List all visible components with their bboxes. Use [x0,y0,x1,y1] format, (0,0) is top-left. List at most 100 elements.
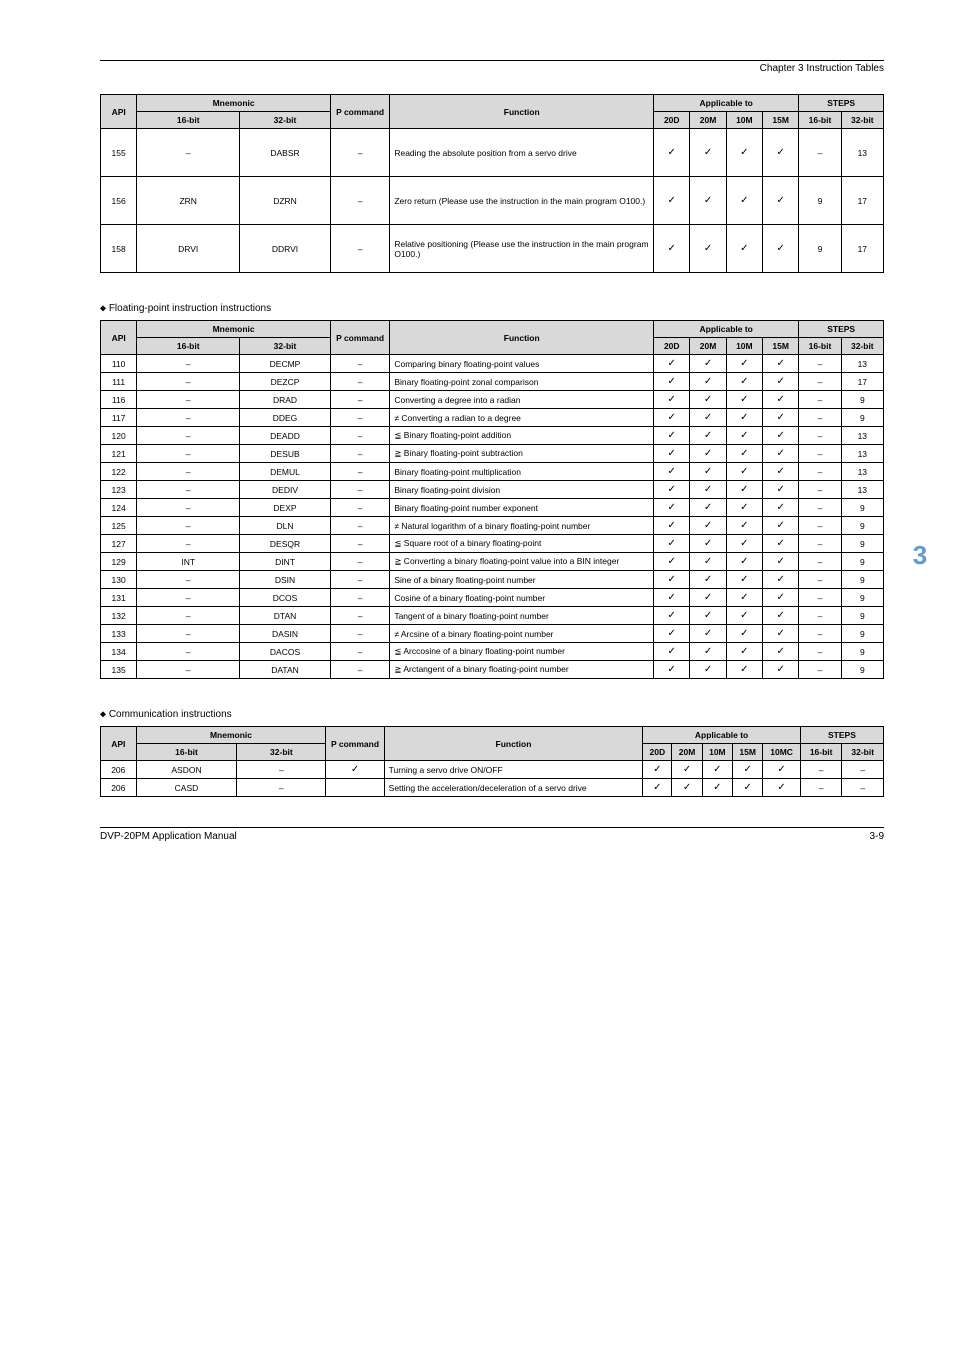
table-cell: ✓ [762,571,798,589]
table-cell: 13 [841,445,883,463]
table-cell: – [330,373,389,391]
table-cell: – [330,355,389,373]
table-cell: 9 [841,625,883,643]
table-cell: DEDIV [240,481,331,499]
table-cell: 9 [799,177,841,225]
table-cell: 121 [101,445,137,463]
table-cell: 125 [101,517,137,535]
table-cell: 9 [841,553,883,571]
table-cell: Setting the acceleration/deceleration of… [384,779,643,797]
table-cell: ✓ [690,225,726,273]
table-cell: 206 [101,779,137,797]
table-cell: ✓ [726,391,762,409]
table-cell: 134 [101,643,137,661]
table-cell: – [799,373,841,391]
table-cell: ✓ [762,661,798,679]
table-cell: ✓ [654,499,690,517]
table-cell: – [330,589,389,607]
table-cell: ≦ Arccosine of a binary floating-point n… [390,643,654,661]
table-cell: 158 [101,225,137,273]
table-cell: – [137,391,240,409]
table-cell: ✓ [733,761,763,779]
table-cell: – [330,481,389,499]
table-cell: Binary floating-point zonal comparison [390,373,654,391]
table-cell: 17 [841,373,883,391]
table-row: 133–DASIN–≠ Arcsine of a binary floating… [101,625,884,643]
table-cell: ✓ [690,661,726,679]
table-cell: – [137,517,240,535]
table-cell: ✓ [690,409,726,427]
table-cell: Binary floating-point multiplication [390,463,654,481]
table-cell: DRVI [137,225,240,273]
table-cell: – [330,391,389,409]
table-cell: – [799,517,841,535]
table-cell: 9 [841,391,883,409]
table-cell: ✓ [690,535,726,553]
table-cell: ✓ [762,553,798,571]
table-cell: INT [137,553,240,571]
table-row: 130–DSIN–Sine of a binary floating-point… [101,571,884,589]
table-cell: ✓ [654,517,690,535]
table-cell: – [137,607,240,625]
table-cell: ✓ [672,779,702,797]
table-row: 127–DESQR–≦ Square root of a binary floa… [101,535,884,553]
table-cell: ✓ [690,355,726,373]
table-cell: ✓ [654,481,690,499]
table-row: 134–DACOS–≦ Arccosine of a binary floati… [101,643,884,661]
table-cell: ✓ [726,553,762,571]
table-cell: – [800,779,842,797]
th-pcmd: P command [330,95,389,129]
table-cell: – [137,463,240,481]
table-cell: ✓ [690,391,726,409]
table-cell: ✓ [654,661,690,679]
th-32bit: 32-bit [240,112,331,129]
table-cell: – [799,589,841,607]
table-cell: – [137,499,240,517]
table-cell: – [799,355,841,373]
table-cell: ✓ [690,589,726,607]
table-cell: ✓ [702,761,732,779]
table-cell: – [137,129,240,177]
table-cell: ✓ [702,779,732,797]
table-row: 135–DATAN–≧ Arctangent of a binary float… [101,661,884,679]
table-cell: ✓ [726,225,762,273]
table-cell: ✓ [726,589,762,607]
table-row: 121–DESUB–≧ Binary floating-point subtra… [101,445,884,463]
table-cell: – [799,499,841,517]
footer-left: DVP-20PM Application Manual [100,831,237,842]
table-cell: – [330,445,389,463]
table-cell: ✓ [690,571,726,589]
table-cell: ✓ [762,607,798,625]
table-cell: ✓ [654,589,690,607]
table-cell: 13 [841,463,883,481]
th-s32: 32-bit [841,112,883,129]
table-cell: ASDON [136,761,237,779]
table-cell: ✓ [762,445,798,463]
th-16bit: 16-bit [137,112,240,129]
th-models: Applicable to [654,95,799,112]
table-cell: ✓ [762,427,798,445]
table-cell: ✓ [762,225,798,273]
table-cell: ✓ [690,499,726,517]
table-cell: DEZCP [240,373,331,391]
table-cell: Reading the absolute position from a ser… [390,129,654,177]
table-cell: ✓ [726,427,762,445]
table-cell: – [137,355,240,373]
table-cell: – [137,643,240,661]
table-cell: – [137,445,240,463]
table-cell: ✓ [763,779,801,797]
table-cell: – [799,661,841,679]
table-cell: 111 [101,373,137,391]
table-floating: API Mnemonic P command Function Applicab… [100,320,884,679]
table-cell: 13 [841,129,883,177]
table-cell: 117 [101,409,137,427]
table-cell: – [799,481,841,499]
table-cell: – [237,779,326,797]
table-cell: Binary floating-point number exponent [390,499,654,517]
table-cell: – [137,661,240,679]
table-cell: – [137,409,240,427]
table-cell: ✓ [654,129,690,177]
table-cell: ≧ Converting a binary floating-point val… [390,553,654,571]
table-cell: ✓ [654,607,690,625]
table-cell: ✓ [672,761,702,779]
